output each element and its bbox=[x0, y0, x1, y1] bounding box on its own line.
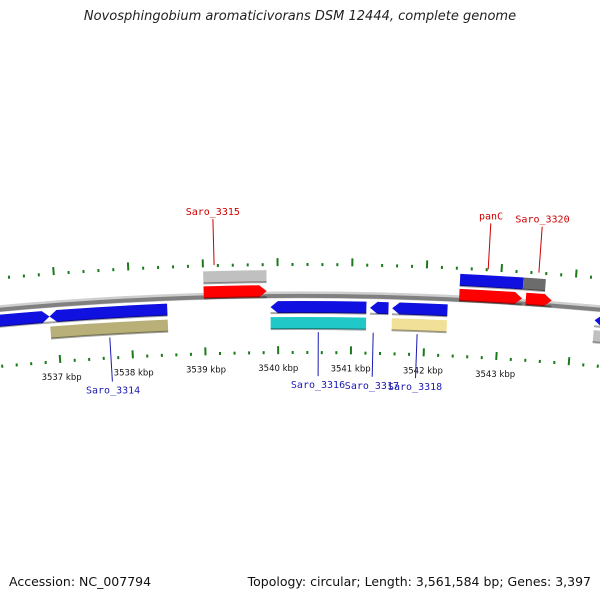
outer-tick bbox=[575, 269, 578, 278]
blue-cds-saro-3316-shadow bbox=[270, 312, 367, 315]
red-gene-saro-3320 bbox=[525, 292, 552, 307]
yellow-feature-saro-3318-shadow bbox=[391, 329, 447, 334]
gene-label: Saro_3318 bbox=[388, 382, 442, 393]
kbp-label: 3543 kbp bbox=[475, 370, 515, 380]
blue-cds-inner-left-edge bbox=[0, 311, 50, 327]
grey-feature-inner-right-edge bbox=[592, 330, 600, 343]
grey-feature-outer-left bbox=[203, 270, 267, 284]
blue-cds-inner-right-edge-shadow bbox=[593, 325, 600, 328]
kbp-scale-labels: 3537 kbp 3538 kbp 3539 kbp 3540 kbp 3541 kbp… bbox=[42, 364, 516, 383]
kbp-label: 3537 kbp bbox=[42, 373, 82, 383]
red-gene-panc bbox=[458, 288, 523, 304]
cyan-feature-saro-3316 bbox=[270, 317, 367, 330]
inner-tick bbox=[567, 357, 571, 366]
genome-backbone bbox=[0, 294, 600, 312]
kbp-label: 3539 kbp bbox=[186, 365, 226, 375]
gene-label: Saro_3314 bbox=[86, 386, 140, 397]
dark-grey-outer bbox=[522, 277, 546, 292]
red-gene-saro-3315 bbox=[203, 285, 267, 299]
accession-text: Accession: NC_007794 bbox=[9, 574, 152, 589]
outer-tick bbox=[500, 264, 503, 273]
gene-label-leader bbox=[212, 219, 215, 266]
kbp-label: 3538 kbp bbox=[114, 368, 154, 378]
blue-cds-inner-right-edge bbox=[594, 316, 600, 326]
topology-text: Topology: circular; Length: 3,561,584 bp… bbox=[247, 574, 591, 589]
olive-feature-saro-3314 bbox=[50, 319, 169, 339]
cyan-feature-saro-3316-shadow bbox=[270, 328, 366, 331]
blue-cds-outer-pan-shadow bbox=[459, 284, 523, 291]
grey-feature-inner-right-edge-shadow bbox=[592, 341, 600, 344]
gene-label: Saro_3316 bbox=[291, 380, 345, 391]
gene-labels: Saro_3315 panC Saro_3320 Saro_3314 Saro_3316… bbox=[86, 207, 570, 396]
olive-feature-saro-3314-shadow bbox=[51, 330, 169, 340]
blue-cds-saro-3314-shadow bbox=[49, 314, 168, 324]
yellow-feature-saro-3318 bbox=[391, 318, 448, 333]
gene-label-leader bbox=[371, 332, 374, 377]
blue-cds-outer-pan bbox=[459, 273, 524, 290]
red-gene-saro-3315-shadow bbox=[203, 296, 267, 300]
blue-cds-saro-3317 bbox=[370, 301, 389, 315]
gene-label: panC bbox=[479, 211, 503, 222]
kbp-label: 3541 kbp bbox=[331, 364, 371, 374]
red-gene-panc-shadow bbox=[458, 299, 522, 306]
blue-cds-saro-3318 bbox=[392, 302, 448, 317]
feature-tracks bbox=[0, 270, 600, 344]
gene-label-leader bbox=[415, 334, 418, 379]
blue-cds-inner-left-edge-shadow bbox=[0, 321, 51, 328]
outer-tick bbox=[52, 267, 55, 276]
blue-cds-saro-3316 bbox=[270, 301, 367, 314]
grey-feature-outer-left-shadow bbox=[203, 281, 267, 285]
blue-cds-saro-3314 bbox=[49, 303, 168, 322]
dark-grey-outer-shadow bbox=[522, 288, 546, 293]
blue-cds-saro-3318-shadow bbox=[391, 313, 448, 318]
inner-tick bbox=[495, 351, 498, 360]
kbp-label: 3540 kbp bbox=[258, 364, 298, 374]
gene-label: Saro_3320 bbox=[515, 215, 569, 226]
red-gene-saro-3320-shadow bbox=[525, 303, 552, 308]
gene-label-leader bbox=[487, 223, 492, 270]
inner-tick bbox=[58, 354, 62, 363]
gene-label-leader bbox=[538, 226, 543, 273]
gene-label: Saro_3317 bbox=[345, 381, 399, 392]
genome-title: Novosphingobium aromaticivorans DSM 1244… bbox=[83, 9, 517, 24]
tick-marks bbox=[1, 258, 599, 368]
kbp-label: 3542 kbp bbox=[403, 366, 443, 376]
gene-label: Saro_3315 bbox=[186, 207, 240, 218]
gene-label-leader bbox=[109, 337, 113, 382]
